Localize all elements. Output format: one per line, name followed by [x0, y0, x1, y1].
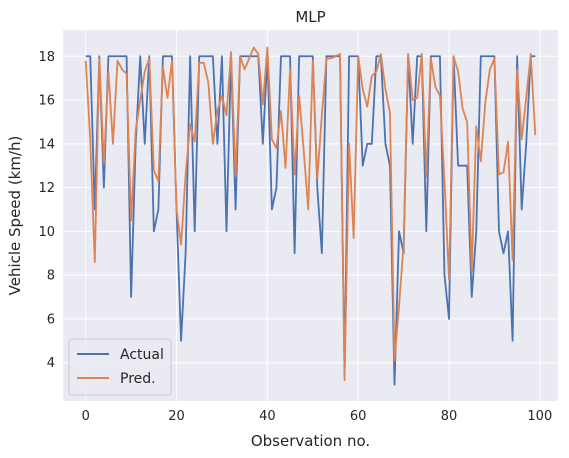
x-axis-label: Observation no.: [251, 432, 370, 450]
y-tick-label: 6: [47, 312, 55, 327]
series-lines: [84, 46, 537, 386]
y-tick-label: 8: [47, 269, 55, 284]
y-tick-label: 12: [38, 181, 55, 196]
y-tick-labels: 4 6 8 10 12 14 16 18: [38, 50, 55, 371]
x-tick-label: 0: [82, 409, 90, 424]
x-tick-label: 80: [441, 409, 458, 424]
x-tick-label: 60: [350, 409, 367, 424]
y-tick-label: 18: [38, 50, 55, 65]
x-tick-label: 100: [527, 409, 552, 424]
chart-title: MLP: [295, 8, 325, 26]
x-tick-labels: 0 20 40 60 80 100: [82, 409, 553, 424]
x-tick-label: 20: [168, 409, 185, 424]
legend-label-pred: Pred.: [120, 371, 156, 387]
x-tick-label: 40: [259, 409, 276, 424]
y-tick-label: 10: [38, 225, 55, 240]
series-line-pred: [84, 46, 537, 382]
y-tick-label: 16: [38, 94, 55, 109]
y-tick-label: 4: [47, 356, 55, 371]
legend-label-actual: Actual: [120, 347, 164, 363]
y-tick-label: 14: [38, 137, 55, 152]
y-axis-label: Vehicle Speed (km/h): [6, 136, 24, 296]
legend: Actual Pred.: [68, 338, 172, 396]
